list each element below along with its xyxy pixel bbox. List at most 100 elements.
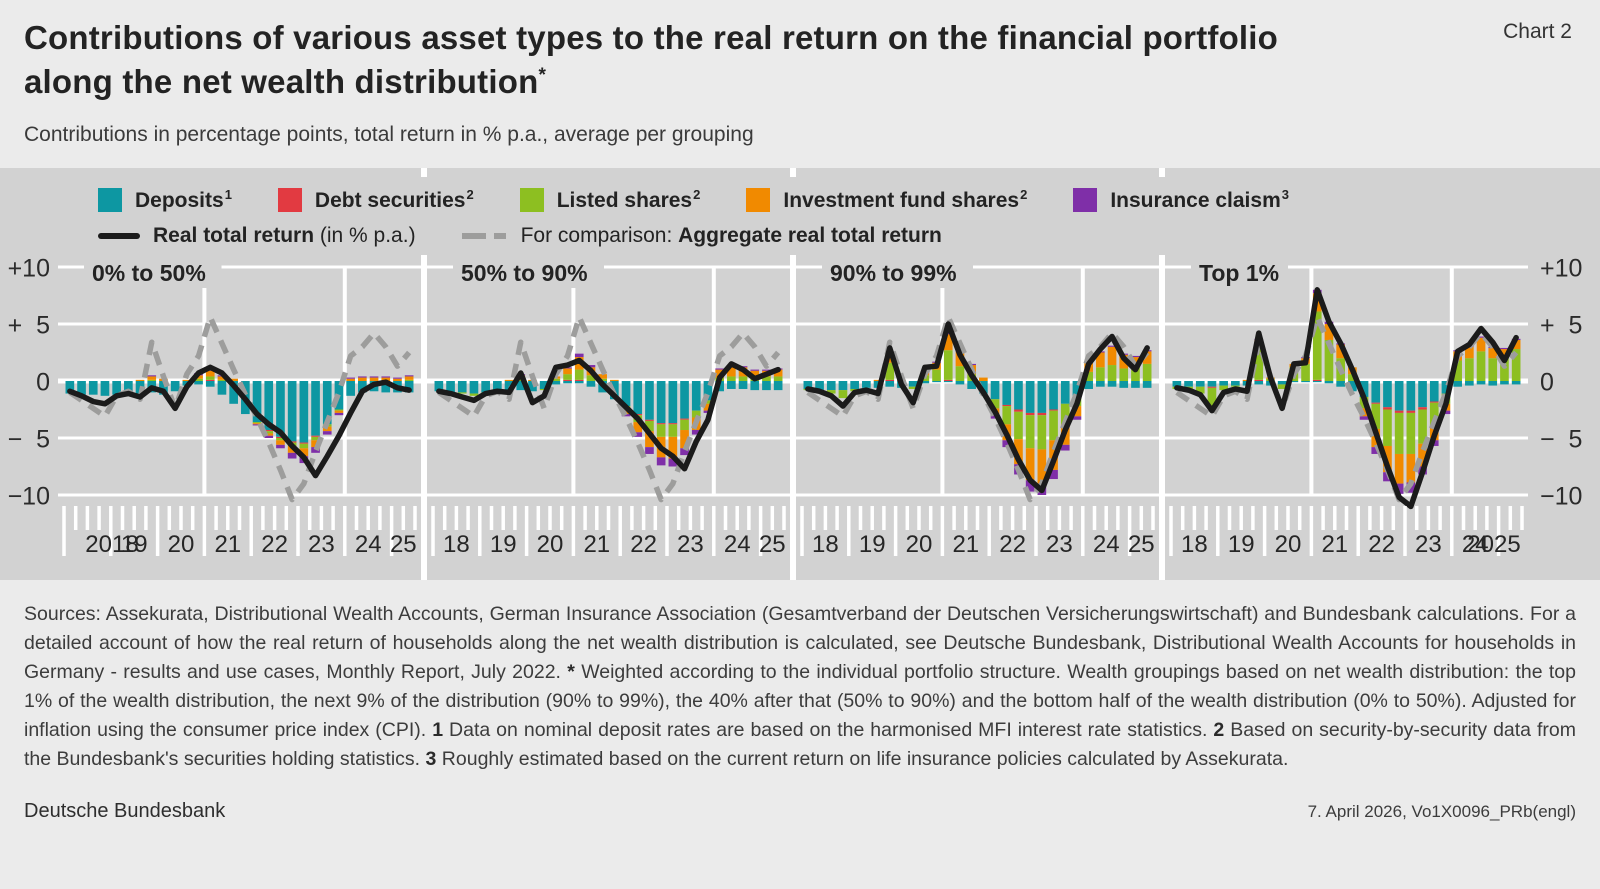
legend-label: Deposits1 [135, 187, 232, 212]
legend-label-run: Real total return [153, 224, 315, 247]
x-axis-year-label: 23 [1046, 531, 1073, 558]
x-axis-year-label: 20 [537, 531, 564, 558]
y-axis-tick-label: 0 [1540, 368, 1554, 396]
x-axis-year-label: 19 [121, 531, 148, 558]
y-axis-tick-label: + 5 [1540, 311, 1583, 339]
x-axis-year-label: 21 [214, 531, 241, 558]
legend-item-debt_securities: Debt securities2 [277, 187, 474, 213]
legend-item-insurance_claims: Insurance claism3 [1073, 187, 1289, 213]
y-axis-tick-label: − 5 [7, 425, 50, 453]
x-axis-year-label: 25 [759, 531, 786, 558]
x-axis-year-label: 25 [1128, 531, 1155, 558]
x-axis-year-label: 19 [859, 531, 886, 558]
panel-separator [421, 255, 427, 580]
legend-label: Debt securities2 [314, 187, 474, 212]
legend-footnote-marker: 1 [224, 187, 232, 202]
panel-separator [790, 255, 796, 580]
legend-row-lines: Real total return (in % p.a.) For compari… [98, 218, 1600, 254]
x-axis-year-label: 2018 [85, 531, 138, 558]
x-axis-year-label: 20 [906, 531, 933, 558]
legend-footnote-marker: 2 [693, 187, 701, 202]
panel-separator [1159, 255, 1165, 580]
deposits-swatch-icon [98, 188, 122, 212]
x-axis-year-label: 18 [1181, 531, 1208, 558]
solid-line-icon [98, 233, 140, 239]
footnote: Sources: Assekurata, Distributional Weal… [24, 600, 1576, 774]
panel-90-to-99: 90% to 99% 18 19 20 21 22 23 24 25 [796, 255, 1159, 580]
footnote-marker: 2 [1213, 719, 1225, 741]
x-axis-year-label: 22 [999, 531, 1026, 558]
legend-label: Insurance claism3 [1110, 187, 1289, 212]
y-axis-tick-label: +10 [7, 254, 50, 282]
footnote-text-run: Data on nominal deposit rates are based … [443, 719, 1214, 741]
title-line-2: along the net wealth distribution [24, 62, 539, 100]
x-axis-year-label: 20 [1275, 531, 1302, 558]
x-axis-year-label: 23 [677, 531, 704, 558]
x-axis-year-label: 24 [355, 531, 382, 558]
document-reference: 7. April 2026, Vo1X0096_PRb(engl) [1307, 802, 1576, 821]
footer-row: Deutsche Bundesbank 7. April 2026, Vo1X0… [24, 800, 1576, 823]
fund_shares-swatch-icon [746, 188, 771, 212]
panel-top-1: Top 1% 18 19 20 21 22 23 24 2025 [1165, 255, 1528, 580]
x-axis-year-label: 21 [952, 531, 979, 558]
y-axis-tick-label: −10 [1540, 482, 1583, 510]
x-axis-year-label: 24 [1093, 531, 1120, 558]
debt_securities-swatch-icon [277, 188, 302, 212]
x-axis-year-label: 24 [724, 531, 751, 558]
panel-title: 90% to 99% [830, 260, 957, 286]
chart-number-label: Chart 2 [1503, 20, 1572, 43]
y-axis-right: +10 + 5 0 − 5 −10 [1528, 254, 1600, 580]
x-axis-year-label: 24 [1462, 531, 1489, 558]
footnote-text-run: Based on security-by-security data from … [24, 719, 1576, 770]
x-axis-year-label: 19 [490, 531, 517, 558]
panel-title: Top 1% [1199, 260, 1279, 286]
legend: Deposits1 Debt securities2 Listed shares2 I… [98, 182, 1600, 254]
legend-item-fund_shares: Investment fund shares2 [746, 187, 1027, 213]
x-axis-year-label: 18 [812, 531, 839, 558]
legend-label-run: (in % p.a.) [314, 224, 416, 247]
legend-label-run: For comparison: [520, 224, 679, 247]
legend-footnote-marker: 3 [1281, 187, 1289, 202]
legend-item-aggregate-real-total-return: For comparison: Aggregate real total ret… [461, 224, 942, 248]
x-axis-year-label: 18 [443, 531, 470, 558]
x-axis-year-label: 21 [583, 531, 610, 558]
y-axis-tick-label: + 5 [7, 311, 50, 339]
band-top-tick [790, 168, 796, 177]
panel-0-to-50: 0% to 50% 2018 19 20 21 22 23 24 25 [58, 255, 421, 580]
header: Contributions of various asset types to … [0, 0, 1600, 168]
x-axis-year-label: 19 [1228, 531, 1255, 558]
x-axis-year-label: 2025 [1467, 531, 1520, 558]
y-axis-tick-label: 0 [36, 368, 50, 396]
footnote-text-run: Sources: Assekurata, Distributional Weal… [24, 603, 1576, 683]
y-axis-tick-label: +10 [1540, 254, 1583, 282]
footnote-marker: * [567, 661, 575, 683]
chart-panel-svg: 90% to 99% 18 19 20 21 22 23 24 25 [796, 255, 1159, 558]
x-axis-year-label: 23 [1415, 531, 1442, 558]
x-axis-year-label: 25 [390, 531, 417, 558]
page-title: Contributions of various asset types to … [24, 16, 1574, 103]
footnote-marker: 1 [432, 719, 444, 741]
chart-panel-svg: 50% to 90% 18 19 20 21 22 23 24 25 [427, 255, 790, 558]
insurance_claims-swatch-icon [1073, 188, 1098, 212]
footnote-text-run: Roughly estimated based on the current r… [436, 748, 1289, 770]
legend-item-listed_shares: Listed shares2 [519, 187, 701, 213]
x-axis-year-label: 21 [1321, 531, 1348, 558]
title-line-1: Contributions of various asset types to … [24, 19, 1279, 56]
subtitle: Contributions in percentage points, tota… [24, 123, 754, 147]
x-axis-year-label: 23 [308, 531, 335, 558]
x-axis-year-label: 22 [630, 531, 657, 558]
y-axis-tick-label: −10 [7, 482, 50, 510]
panel-title: 50% to 90% [461, 260, 588, 286]
legend-label-run: Aggregate real total return [678, 224, 942, 247]
legend-item-real-total-return: Real total return (in % p.a.) [98, 224, 416, 248]
panels-row: +10 + 5 0− 5 −10 0% to 50% 2018 19 20 21 22 23 24 2… [0, 254, 1600, 580]
y-axis-left: +10 + 5 0 − 5 −10 [0, 254, 58, 580]
dashed-line-icon [461, 233, 508, 239]
legend-footnote-marker: 2 [1020, 187, 1028, 202]
footnote-marker: 3 [425, 748, 437, 770]
legend-label: Investment fund shares2 [783, 187, 1028, 212]
title-footnote-marker: * [538, 64, 547, 86]
listed_shares-swatch-icon [519, 188, 544, 212]
